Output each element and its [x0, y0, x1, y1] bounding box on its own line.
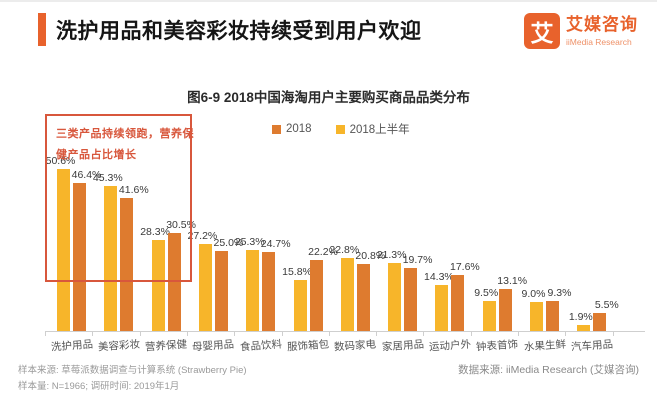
annotation-text-line2: 健产品占比增长	[56, 149, 137, 162]
bar-2018-钟表首饰	[498, 289, 512, 331]
bar-2018-服饰箱包	[309, 259, 323, 331]
data-source-note: 数据来源: iiMedia Research (艾媒咨询)	[458, 364, 639, 376]
bar-value-label: 9.5%	[474, 286, 499, 299]
legend-label-2018: 2018	[286, 123, 312, 135]
x-axis-line	[45, 331, 645, 332]
bar-value-label: 5.5%	[594, 299, 619, 312]
logo-name: 艾媒咨询	[566, 15, 638, 34]
category-label-汽车用品: 汽车用品	[570, 338, 614, 354]
axis-tick	[139, 332, 141, 336]
logo-subtitle: iiMedia Research	[566, 36, 632, 47]
bar-2018-母婴用品	[214, 251, 228, 331]
bar-value-label: 1.9%	[568, 310, 593, 323]
bar-value-label: 15.8%	[282, 266, 312, 279]
axis-tick	[612, 332, 614, 336]
bar-value-label: 20.8%	[355, 250, 386, 263]
iimedia-logo-icon: 艾	[524, 13, 560, 49]
category-label-服饰箱包: 服饰箱包	[286, 338, 330, 354]
bar-2018上半年-服饰箱包	[293, 280, 307, 331]
category-label-数码家电: 数码家电	[333, 338, 377, 354]
annotation-callout-box: 三类产品持续领跑，营养保 健产品占比增长	[45, 114, 194, 282]
axis-tick	[518, 332, 519, 336]
bar-value-label: 9.0%	[521, 288, 546, 301]
bar-2018上半年-水果生鲜	[530, 302, 543, 331]
chart-legend: 2018 2018上半年	[272, 121, 410, 137]
axis-tick	[92, 332, 94, 336]
bar-value-label: 24.7%	[260, 237, 291, 250]
bar-value-label: 30.5%	[166, 219, 196, 232]
bar-2018上半年-营养保健	[151, 240, 165, 331]
bar-2018-家居用品	[404, 267, 418, 331]
legend-marker-2018	[272, 124, 281, 134]
legend-item-2018: 2018	[272, 121, 312, 137]
bar-value-label: 22.2%	[308, 245, 338, 258]
bar-value-label: 28.3%	[140, 226, 170, 239]
axis-tick	[470, 332, 472, 336]
chart-title: 图6-9 2018中国海淘用户主要购买商品品类分布	[187, 90, 470, 105]
bar-2018-数码家电	[356, 264, 370, 331]
category-label-食品饮料: 食品饮料	[239, 338, 283, 354]
bar-2018-汽车用品	[593, 313, 607, 331]
iimedia-logo: 艾 艾媒咨询 iiMedia Research	[524, 13, 638, 49]
category-label-营养保健: 营养保健	[144, 338, 188, 354]
category-label-洗护用品: 洗护用品	[50, 338, 93, 354]
plot-area: 50.6% 46.4% 45.3% 41.6% 28.3% 30.5% 27.2% 25.0%…	[45, 110, 653, 336]
axis-tick	[328, 332, 330, 336]
bar-value-label: 27.2%	[187, 229, 218, 242]
bar-2018上半年-数码家电	[340, 258, 354, 331]
title-accent-bar	[38, 13, 46, 46]
bar-value-label: 25.0%	[213, 237, 244, 249]
bar-2018-食品饮料	[262, 251, 276, 331]
axis-tick	[186, 332, 188, 336]
bar-value-label: 45.3%	[92, 172, 123, 185]
legend-label-2018h1: 2018上半年	[349, 124, 410, 136]
category-label-家居用品: 家居用品	[381, 338, 424, 354]
bar-value-label: 22.8%	[329, 244, 360, 257]
category-label-运动户外: 运动户外	[428, 338, 472, 354]
bar-2018-营养保健	[167, 233, 181, 331]
category-label-钟表首饰: 钟表首饰	[475, 338, 519, 354]
bar-2018上半年-家居用品	[388, 262, 402, 331]
bar-2018上半年-洗护用品	[57, 169, 70, 331]
axis-tick	[376, 332, 378, 336]
legend-marker-2018h1	[335, 124, 345, 134]
bar-value-label: 17.6%	[450, 260, 480, 273]
bar-value-label: 13.1%	[497, 275, 528, 288]
axis-tick	[423, 332, 425, 336]
category-label-母婴用品: 母婴用品	[192, 338, 235, 354]
axis-tick	[45, 332, 46, 336]
bar-value-label: 14.3%	[424, 271, 454, 284]
bar-value-label: 19.7%	[402, 253, 433, 266]
legend-item-2018h1: 2018上半年	[335, 121, 410, 137]
axis-tick	[281, 332, 283, 336]
bar-2018上半年-汽车用品	[577, 324, 591, 331]
bar-value-label: 46.4%	[71, 168, 102, 181]
bar-2018上半年-食品饮料	[246, 250, 260, 331]
category-label-水果生鲜: 水果生鲜	[523, 338, 566, 354]
bar-value-label: 9.3%	[547, 287, 572, 300]
bar-2018-运动户外	[451, 274, 465, 331]
bar-2018上半年-美容彩妆	[104, 186, 118, 331]
category-axis: 洗护用品 美容彩妆 营养保健 母婴用品 食品饮料 服饰箱包 数码家电 家居用品 运动户外 钟表首饰…	[45, 338, 653, 358]
bar-value-label: 50.6%	[45, 155, 76, 168]
bar-2018上半年-母婴用品	[198, 243, 212, 331]
bar-2018上半年-运动户外	[435, 285, 449, 331]
category-label-美容彩妆: 美容彩妆	[97, 338, 141, 354]
bar-2018-洗护用品	[73, 182, 86, 331]
annotation-text-line1: 三类产品持续领跑，营养保	[56, 128, 194, 140]
bar-2018-水果生鲜	[546, 301, 559, 331]
sample-size-note: 样本量: N=1966; 调研时间: 2019年1月	[18, 381, 180, 392]
bar-value-label: 25.3%	[234, 236, 265, 249]
bar-value-label: 21.3%	[376, 248, 407, 261]
bar-value-label: 41.6%	[118, 183, 149, 196]
page-title: 洗护用品和美容彩妆持续受到用户欢迎	[56, 20, 422, 43]
axis-tick	[565, 332, 567, 336]
bar-2018-美容彩妆	[120, 197, 134, 331]
axis-tick	[234, 332, 236, 336]
bar-2018上半年-钟表首饰	[482, 300, 496, 331]
sample-source-note: 样本来源: 草莓派数据调查与计算系统 (Strawberry Pie)	[18, 365, 247, 376]
